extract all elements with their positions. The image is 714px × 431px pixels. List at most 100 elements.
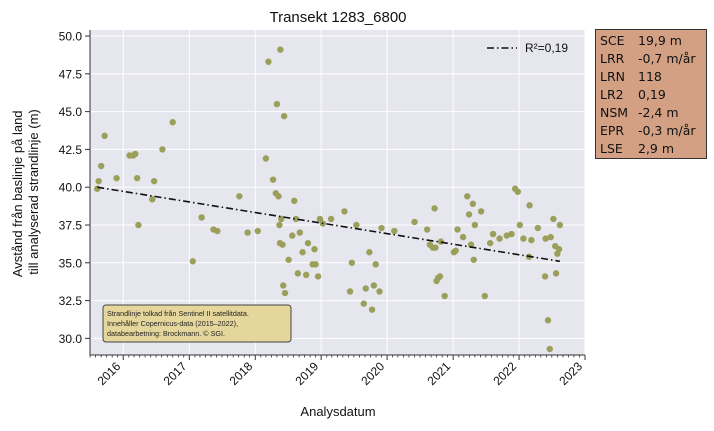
y-tick-label: 37.5 <box>59 219 83 233</box>
data-point <box>514 188 522 195</box>
data-point <box>376 288 383 295</box>
data-point <box>281 289 289 297</box>
y-tick-label: 35.0 <box>59 256 83 270</box>
stat-key: LSE <box>600 141 623 156</box>
data-point <box>244 229 251 236</box>
data-point <box>486 239 494 247</box>
y-tick-label: 40.0 <box>59 181 83 195</box>
data-point <box>302 271 310 279</box>
data-point <box>362 285 369 292</box>
data-point <box>299 249 306 256</box>
data-point <box>544 317 552 324</box>
data-point <box>528 236 535 244</box>
x-tick-label: 2021 <box>425 359 454 388</box>
stat-value: -0,7 m/år <box>638 51 696 66</box>
data-point <box>291 197 298 205</box>
data-point <box>391 227 398 235</box>
data-point <box>277 46 284 53</box>
y-tick-label: 32.5 <box>59 294 83 308</box>
data-point <box>465 211 473 218</box>
stat-key: NSM <box>600 105 629 120</box>
data-point <box>269 176 277 183</box>
data-source-note: Strandlinje tolkad från Sentinel II sate… <box>102 304 292 343</box>
data-point <box>150 177 158 185</box>
data-point <box>370 282 378 289</box>
data-point <box>481 292 488 300</box>
data-point <box>471 221 479 229</box>
data-point <box>198 214 205 221</box>
data-source-note-line-2: Innehåller Copernicus-data (2015–2022), <box>107 319 238 328</box>
data-point <box>547 233 554 241</box>
data-point <box>304 239 312 247</box>
chart-title: Transekt 1283_6800 <box>269 9 406 26</box>
data-point <box>360 300 367 307</box>
x-tick-label: 2020 <box>358 359 387 388</box>
data-point <box>496 235 503 242</box>
stat-row-epr: EPR -0,3 m/år <box>600 122 706 140</box>
data-point <box>327 215 335 223</box>
data-point <box>546 345 553 353</box>
stat-row-lr2: LR2 0,19 <box>600 86 706 104</box>
data-point <box>101 132 108 140</box>
data-point <box>279 241 286 248</box>
stat-row-lse: LSE 2,9 m <box>600 140 706 158</box>
y-axis-label-line-2: till analyserad strandlinje (m) <box>26 109 41 274</box>
data-point <box>346 288 354 295</box>
data-point <box>556 221 564 229</box>
data-point <box>132 150 139 158</box>
data-point <box>555 245 563 253</box>
stat-row-sce: SCE 19,9 m <box>600 32 706 50</box>
data-point <box>273 100 281 108</box>
data-point <box>464 193 471 200</box>
data-point <box>353 221 360 229</box>
stat-value: 2,9 m <box>638 141 675 156</box>
data-point <box>285 256 292 263</box>
x-tick-label: 2017 <box>161 359 190 388</box>
data-source-note-line-1: Strandlinje tolkad från Sentinel II sate… <box>107 309 249 318</box>
trend-line <box>97 186 561 263</box>
stat-value: -0,3 m/år <box>638 123 696 138</box>
data-point <box>169 119 176 126</box>
data-point <box>341 208 348 215</box>
data-point <box>469 200 477 208</box>
stat-key: LRR <box>600 51 625 66</box>
data-point <box>348 259 356 266</box>
data-point <box>94 185 101 192</box>
data-point <box>292 215 300 223</box>
data-point <box>411 218 418 226</box>
data-point <box>296 229 304 236</box>
x-tick-label: 2016 <box>95 359 124 388</box>
data-point <box>278 215 285 223</box>
stat-row-lrn: LRN 118 <box>600 68 706 86</box>
data-point <box>265 58 272 65</box>
data-point <box>516 221 524 229</box>
data-point <box>372 261 379 268</box>
data-point <box>368 306 376 313</box>
data-point <box>316 215 324 223</box>
data-point <box>236 193 243 200</box>
x-tick-label: 2022 <box>490 359 519 388</box>
y-tick-label: 45.0 <box>59 105 83 119</box>
stat-value: 0,19 <box>638 87 666 102</box>
data-point <box>294 270 302 277</box>
x-tick-label: 2023 <box>556 359 585 388</box>
data-point <box>366 249 373 256</box>
data-point <box>467 241 475 248</box>
y-tick-label: 47.5 <box>59 67 83 81</box>
data-point <box>311 245 318 253</box>
stat-value: -2,4 m <box>638 105 679 120</box>
stat-key: SCE <box>600 33 625 48</box>
data-point <box>470 256 477 263</box>
data-point <box>275 193 282 200</box>
data-point <box>149 196 156 203</box>
data-point <box>542 235 549 242</box>
data-points <box>94 46 564 353</box>
stat-key: EPR <box>600 123 625 138</box>
y-tick-label: 50.0 <box>59 30 83 44</box>
data-point <box>526 202 533 209</box>
x-tick-label: 2019 <box>292 359 321 388</box>
y-axis-ticks: 30.0 32.5 35.0 37.5 40.0 42.5 45.0 47.5 50.0 <box>59 30 90 346</box>
data-point <box>489 230 497 238</box>
